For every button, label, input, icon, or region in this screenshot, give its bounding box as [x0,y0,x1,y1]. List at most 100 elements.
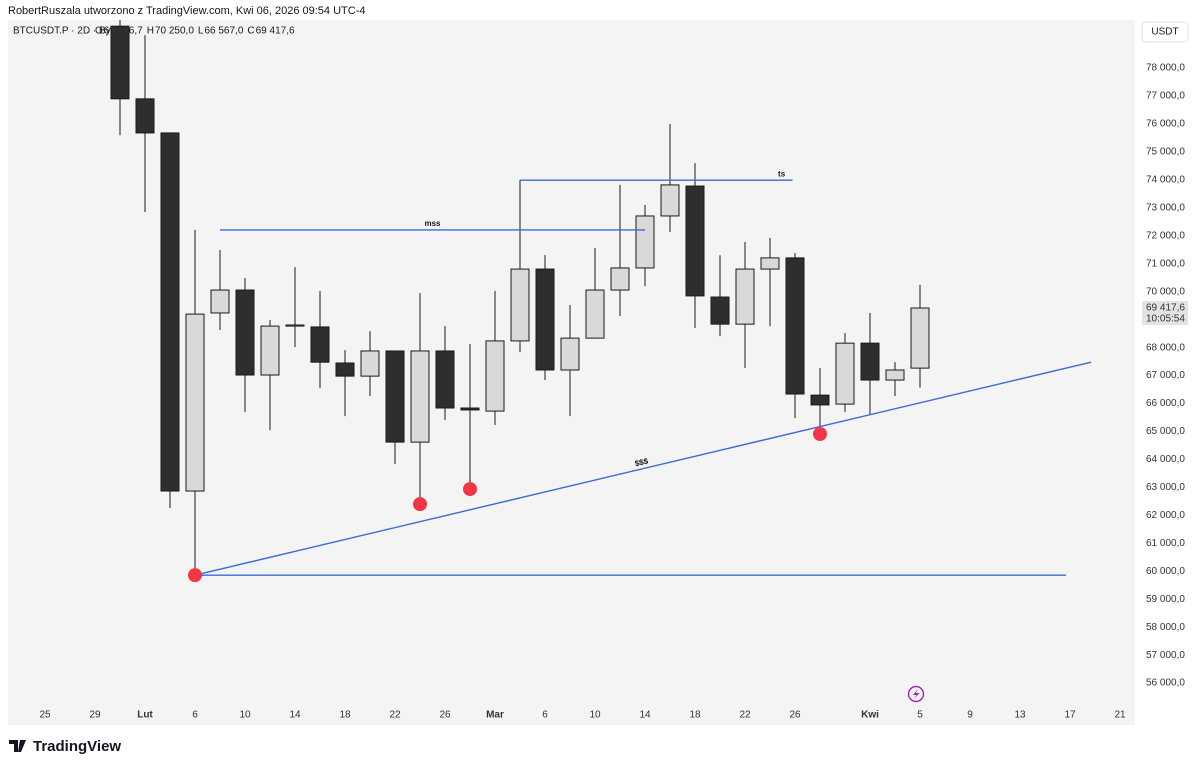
candle-body [735,268,755,325]
x-tick-label: 6 [542,710,548,721]
x-tick-label: 5 [917,710,923,721]
y-tick-label: 65 000,0 [1146,426,1185,437]
legend-key: O [95,26,103,37]
candle-body [485,340,505,412]
drawing-label: mss [424,219,441,228]
y-tick-label: 77 000,0 [1146,91,1185,102]
currency-button[interactable] [1141,21,1189,43]
y-tick-label: 62 000,0 [1146,510,1185,521]
candle-body [810,394,830,406]
candle-body [435,350,455,409]
x-tick-label: 21 [1114,710,1126,721]
candle-body [785,257,805,395]
y-tick-label: 71 000,0 [1146,258,1185,269]
marker-dot [188,568,202,583]
y-tick-label: 61 000,0 [1146,538,1185,549]
drawing-line [194,361,1092,576]
legend-value: 70 250,0 [155,26,194,37]
last-price-box [1142,300,1188,325]
currency-label[interactable]: USDT [1151,27,1178,38]
candle-body [310,326,330,363]
countdown: 10:05:54 [1146,314,1185,325]
alert-icon[interactable] [907,685,925,703]
candle-body [635,215,655,269]
x-tick-label: 29 [89,710,101,721]
candle-body [285,324,305,327]
x-tick-label: 22 [739,710,751,721]
symbol: BTCUSDT.P · 2D · Bybit [13,26,121,37]
candle-body [660,184,680,217]
legend-key: L [198,26,204,37]
candle-body [335,362,355,377]
y-tick-label: 63 000,0 [1146,482,1185,493]
candle-body [610,267,630,291]
candle-body [235,289,255,376]
candle-body [535,268,555,371]
candle-body [135,98,155,134]
candle-body [710,296,730,325]
candle-body [860,342,880,381]
drawing-label: $$$ [634,456,650,468]
y-tick-label: 57 000,0 [1146,650,1185,661]
x-tick-label: 18 [689,710,701,721]
y-tick-label: 70 000,0 [1146,286,1185,297]
y-tick-label: 73 000,0 [1146,202,1185,213]
x-tick-label: 14 [289,710,301,721]
x-tick-label: 10 [239,710,251,721]
y-tick-label: 60 000,0 [1146,566,1185,577]
legend-key: C [247,26,254,37]
y-tick-label: 66 000,0 [1146,398,1185,409]
candle-body [585,289,605,339]
x-tick-label: 18 [339,710,351,721]
y-tick-label: 64 000,0 [1146,454,1185,465]
y-tick-label: 59 000,0 [1146,594,1185,605]
x-tick-label: 6 [192,710,198,721]
x-tick-label: Mar [486,710,504,721]
plot: mss ts $$$ [110,20,1092,583]
x-tick-label: 10 [589,710,601,721]
candle-body [185,313,205,492]
candle-body [560,337,580,371]
x-tick-label: 22 [389,710,401,721]
price-axis [1135,20,1200,725]
x-tick-label: 14 [639,710,651,721]
last-price-label: 69 417,6 [1146,303,1185,314]
y-tick-label: 75 000,0 [1146,147,1185,158]
candle-body [110,25,130,100]
candle-body [910,307,930,369]
x-tick-label: 17 [1064,710,1076,721]
candle-body [260,325,280,376]
candle-body [885,369,905,381]
x-tick-label: 25 [39,710,51,721]
x-tick-label: Lut [137,710,153,721]
drawing-label: ts [778,169,786,178]
y-tick-label: 74 000,0 [1146,175,1185,186]
candle-body [210,289,230,314]
candle-body [360,350,380,377]
x-tick-label: 26 [789,710,801,721]
marker-dot [463,482,477,497]
legend-value: 69 417,6 [256,26,295,37]
x-tick-label: Kwi [861,710,879,721]
x-tick-label: 9 [967,710,973,721]
marker-dot [413,497,427,512]
candle-body [410,350,430,443]
candle-body [160,132,180,492]
footer-text: TradingView [33,738,121,755]
marker-dot [813,426,827,441]
footer-logo: TradingView [9,738,121,755]
x-tick-label: 26 [439,710,451,721]
legend-value: 66 567,0 [204,26,243,37]
candle-body [510,268,530,342]
candle-body [460,407,480,411]
y-tick-label: 78 000,0 [1146,63,1185,74]
x-tick-label: 13 [1014,710,1026,721]
y-tick-label: 58 000,0 [1146,622,1185,633]
candle-body [835,342,855,405]
header: RobertRuszala utworzono z TradingView.co… [8,5,365,17]
candle-body [685,185,705,297]
candle-body [385,350,405,443]
legend-key: H [147,26,154,37]
y-tick-label: 67 000,0 [1146,370,1185,381]
